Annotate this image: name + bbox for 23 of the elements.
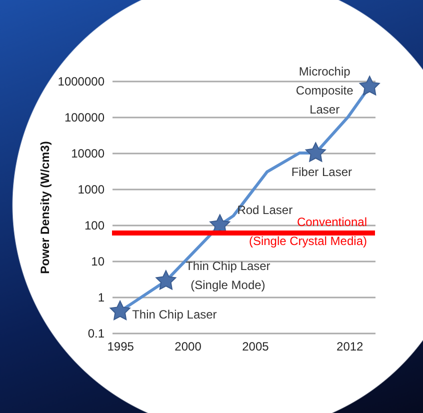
x-tick-label: 1995: [107, 340, 134, 354]
y-tick-label: 0.1: [88, 326, 105, 340]
annotation: Thin Chip Laser (Single Mode): [186, 258, 270, 292]
annotation: Fiber Laser: [291, 165, 352, 179]
annotation: Rod Laser: [237, 203, 293, 217]
y-tick-label: 100000: [64, 110, 105, 124]
x-tick-label: 2005: [242, 340, 270, 354]
y-tick-label: 10000: [71, 146, 105, 160]
x-tick-label: 2012: [336, 340, 364, 354]
point: [156, 270, 176, 290]
point: [305, 142, 326, 162]
point: [110, 300, 130, 320]
y-tick-label: 1000: [78, 182, 105, 196]
y-tick-label: 10: [91, 254, 105, 268]
y-axis-title: Power Density (W/cm3): [38, 141, 52, 274]
point: [359, 76, 380, 96]
annotation: Microchip Composite Laser: [296, 64, 354, 117]
y-tick-label: 1000000: [58, 74, 105, 88]
annotation: Thin Chip Laser: [132, 307, 217, 322]
x-tick-label: 2000: [174, 340, 202, 354]
y-tick-label: 1: [98, 290, 105, 304]
ref-line-label: Conventional (Single Crystal Media): [248, 214, 367, 248]
y-tick-label: 100: [84, 218, 105, 232]
